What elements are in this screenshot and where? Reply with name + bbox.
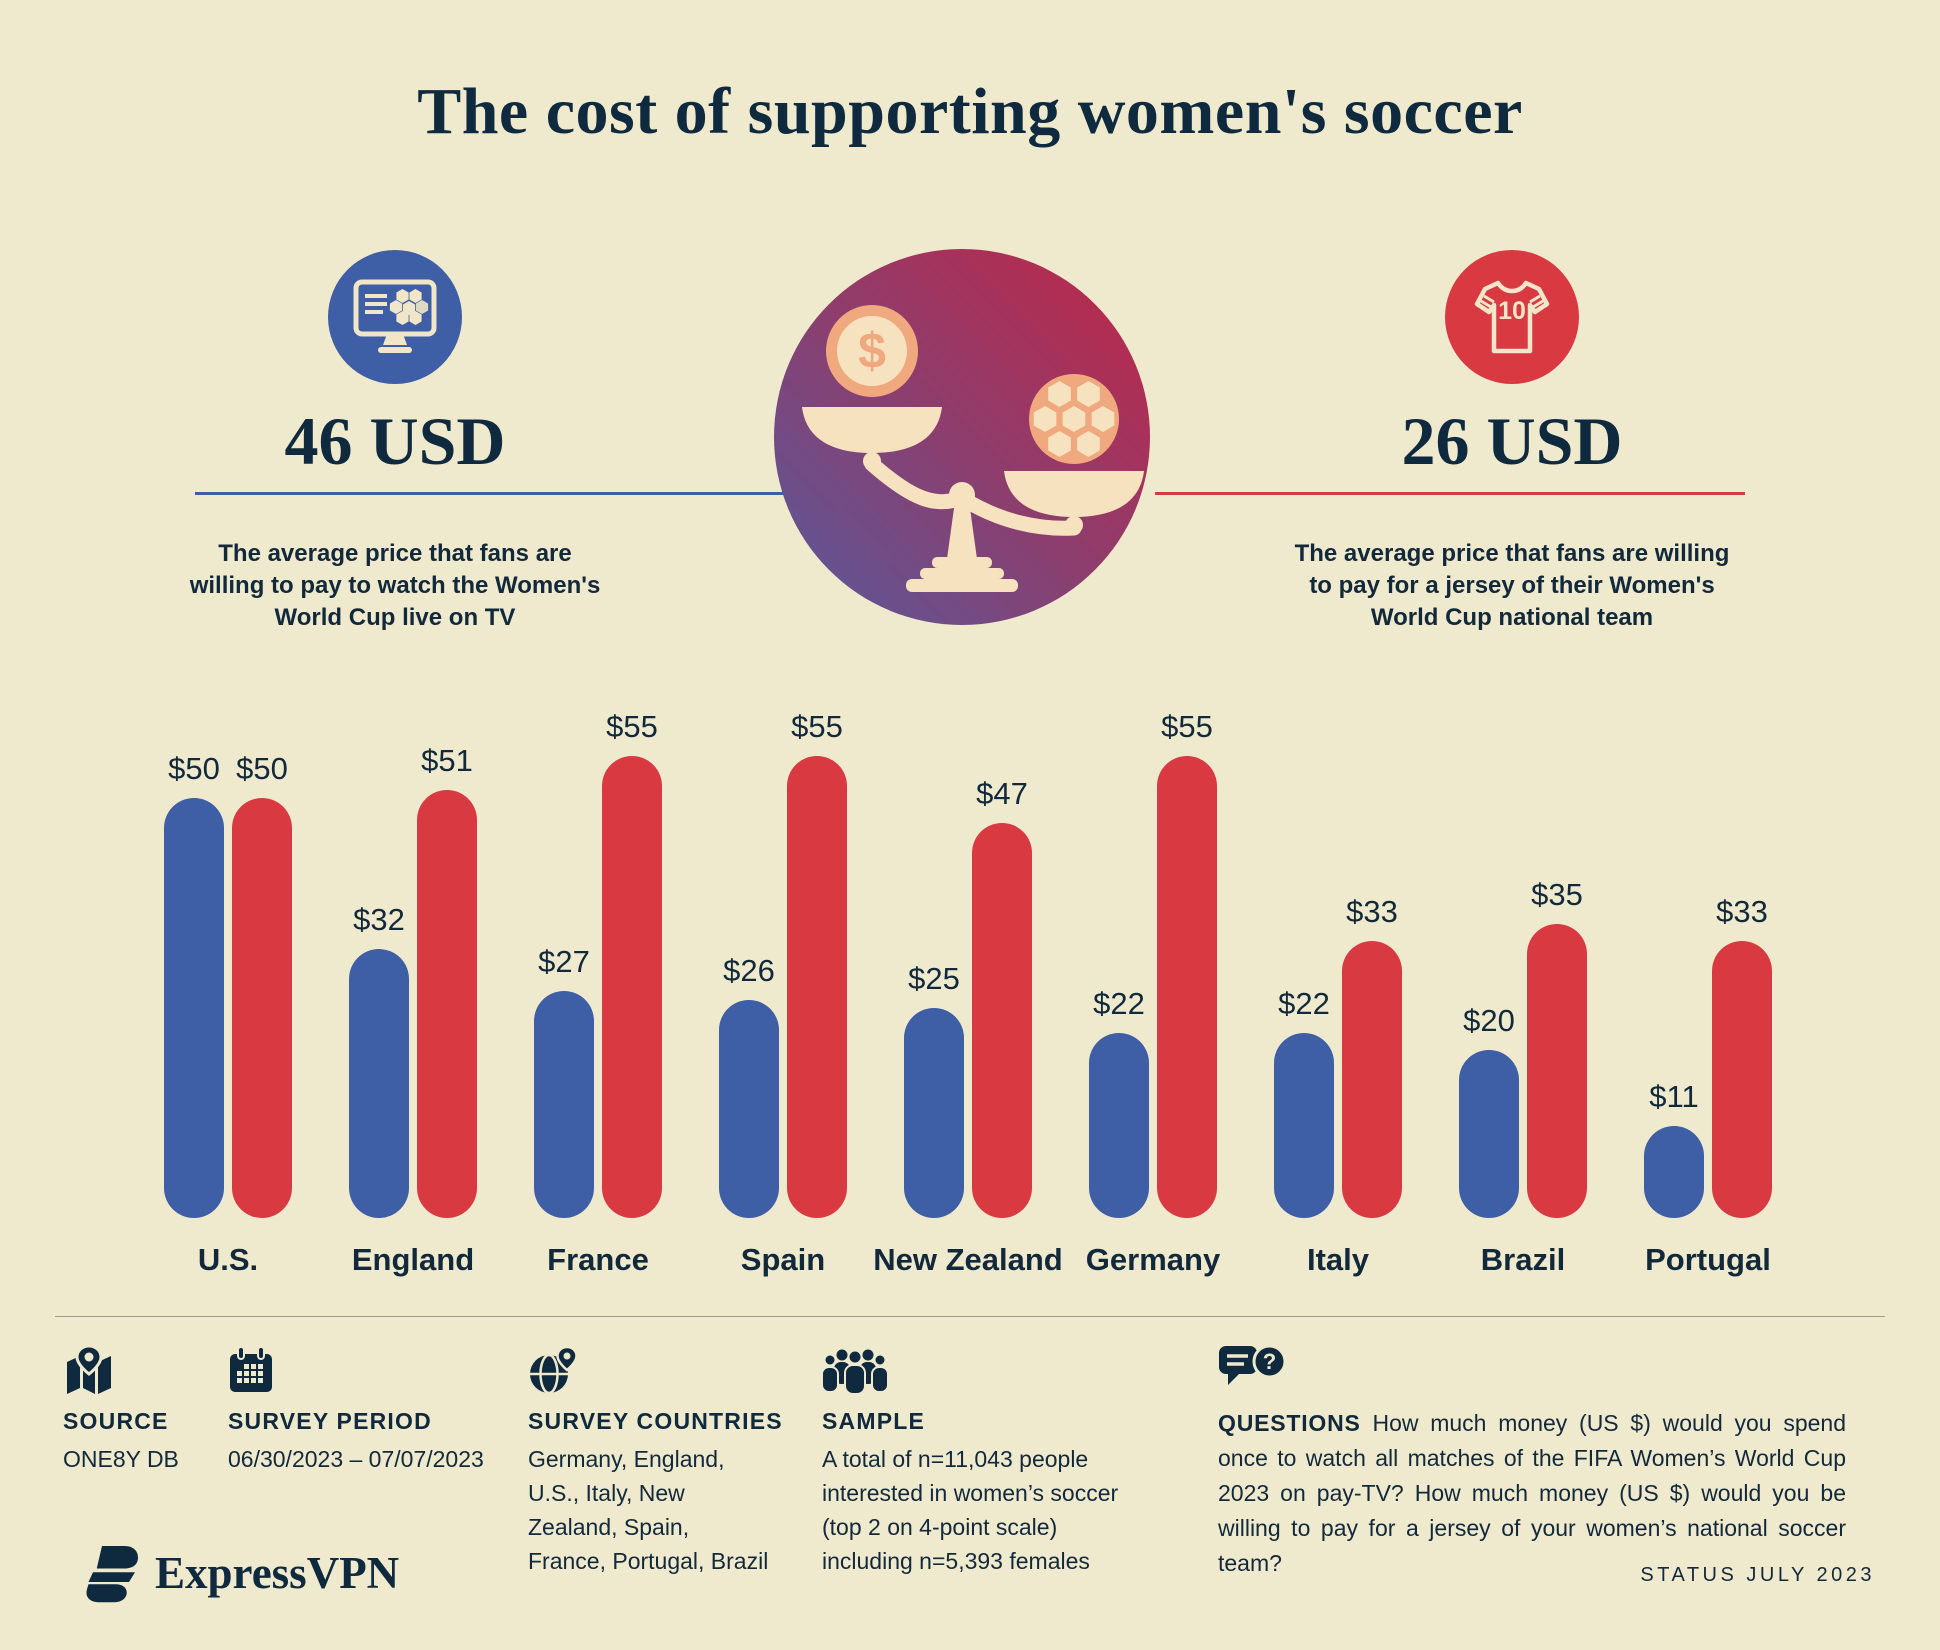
jersey-stat-description: The average price that fans are willing … bbox=[1294, 540, 1730, 631]
expressvpn-logo: ExpressVPN bbox=[75, 1543, 399, 1603]
jersey-stat-value: 26 USD bbox=[1401, 403, 1623, 479]
survey-period-value: 06/30/2023 – 07/07/2023 bbox=[228, 1446, 484, 1472]
tv-soccer-icon bbox=[353, 279, 437, 353]
expressvpn-wordmark: ExpressVPN bbox=[155, 1548, 400, 1598]
bar-jersey-germany bbox=[1157, 756, 1217, 1218]
tv-stat-badge bbox=[328, 250, 462, 384]
questions-paragraph: QUESTIONS How much money (US $) would yo… bbox=[1218, 1406, 1846, 1581]
people-icon bbox=[821, 1346, 889, 1396]
bar-value-label: $50 bbox=[168, 751, 220, 786]
survey-countries-label: SURVEY COUNTRIES bbox=[528, 1408, 783, 1434]
jersey-stat-badge: 10 bbox=[1445, 250, 1579, 384]
category-label: New Zealand bbox=[873, 1242, 1063, 1277]
bar-tv-us bbox=[164, 798, 224, 1218]
bar-tv-germany bbox=[1089, 1033, 1149, 1218]
chat-question-icon: ? bbox=[1218, 1344, 1287, 1394]
bar-tv-newzealand bbox=[904, 1008, 964, 1218]
bar-value-label: $55 bbox=[1161, 709, 1213, 744]
bar-jersey-brazil bbox=[1527, 924, 1587, 1218]
bar-value-label: $33 bbox=[1346, 894, 1398, 929]
jersey-icon: 10 bbox=[1474, 280, 1550, 354]
bar-jersey-france bbox=[602, 756, 662, 1218]
bar-value-label: $33 bbox=[1716, 894, 1768, 929]
category-label: Brazil bbox=[1480, 1242, 1566, 1277]
calendar-icon bbox=[228, 1346, 274, 1396]
source-value: ONE8Y DB bbox=[63, 1446, 179, 1472]
bar-tv-england bbox=[349, 949, 409, 1218]
balance-illustration: $ bbox=[774, 249, 1150, 625]
bar-value-label: $22 bbox=[1278, 986, 1330, 1021]
status-text: STATUS JULY 2023 bbox=[1640, 1564, 1875, 1586]
bar-jersey-spain bbox=[787, 756, 847, 1218]
category-label: England bbox=[351, 1242, 475, 1277]
source-label: SOURCE bbox=[63, 1408, 169, 1434]
bar-value-label: $55 bbox=[791, 709, 843, 744]
category-label: Spain bbox=[740, 1242, 826, 1277]
bar-value-label: $32 bbox=[353, 902, 405, 937]
bar-jersey-us bbox=[232, 798, 292, 1218]
question-mark: ? bbox=[1263, 1349, 1276, 1374]
questions-label: QUESTIONS bbox=[1218, 1410, 1361, 1436]
tv-stat-rule bbox=[195, 492, 785, 495]
category-label: Portugal bbox=[1645, 1242, 1771, 1277]
expressvpn-logomark bbox=[86, 1546, 138, 1603]
footer-divider bbox=[55, 1316, 1885, 1317]
globe-pin-icon bbox=[528, 1345, 580, 1396]
bar-tv-portugal bbox=[1644, 1126, 1704, 1218]
category-label: U.S. bbox=[197, 1242, 259, 1277]
tv-stat-value: 46 USD bbox=[284, 403, 506, 479]
bar-tv-spain bbox=[719, 1000, 779, 1218]
bar-jersey-italy bbox=[1342, 941, 1402, 1218]
bar-value-label: $35 bbox=[1531, 877, 1583, 912]
sample-label: SAMPLE bbox=[822, 1408, 926, 1434]
jersey-stat-rule bbox=[1155, 492, 1745, 495]
bar-value-label: $55 bbox=[606, 709, 658, 744]
sample-value: A total of n=11,043 people interested in… bbox=[822, 1446, 1119, 1574]
bar-value-label: $27 bbox=[538, 944, 590, 979]
bar-tv-france bbox=[534, 991, 594, 1218]
survey-countries-value: Germany, England, U.S., Italy, New Zeala… bbox=[528, 1446, 769, 1574]
survey-period-label: SURVEY PERIOD bbox=[228, 1408, 432, 1434]
bar-value-label: $22 bbox=[1093, 986, 1145, 1021]
bar-value-label: $51 bbox=[421, 743, 473, 778]
bar-value-label: $11 bbox=[1649, 1079, 1699, 1114]
bar-value-label: $47 bbox=[976, 776, 1028, 811]
map-pin-icon bbox=[65, 1344, 113, 1396]
category-label: Italy bbox=[1306, 1242, 1370, 1277]
bar-tv-italy bbox=[1274, 1033, 1334, 1218]
page-title: The cost of supporting women's soccer bbox=[417, 75, 1523, 148]
category-label: Germany bbox=[1085, 1242, 1221, 1277]
questions-value: How much money (US $) would you spend on… bbox=[1218, 1410, 1847, 1576]
bar-jersey-england bbox=[417, 790, 477, 1218]
jersey-number: 10 bbox=[1498, 297, 1526, 325]
bar-value-label: $25 bbox=[908, 961, 960, 996]
bar-value-label: $26 bbox=[723, 953, 775, 988]
category-label: France bbox=[547, 1242, 649, 1277]
bar-jersey-newzealand bbox=[972, 823, 1032, 1218]
bar-value-label: $20 bbox=[1463, 1003, 1515, 1038]
tv-stat-description: The average price that fans are willing … bbox=[189, 540, 601, 631]
bar-value-label: $50 bbox=[236, 751, 288, 786]
bar-jersey-portugal bbox=[1712, 941, 1772, 1218]
balance-scale-icon: $ bbox=[802, 305, 1144, 592]
soccer-ball-icon bbox=[1033, 381, 1115, 457]
bar-tv-brazil bbox=[1459, 1050, 1519, 1218]
coin-dollar-symbol: $ bbox=[858, 323, 886, 379]
